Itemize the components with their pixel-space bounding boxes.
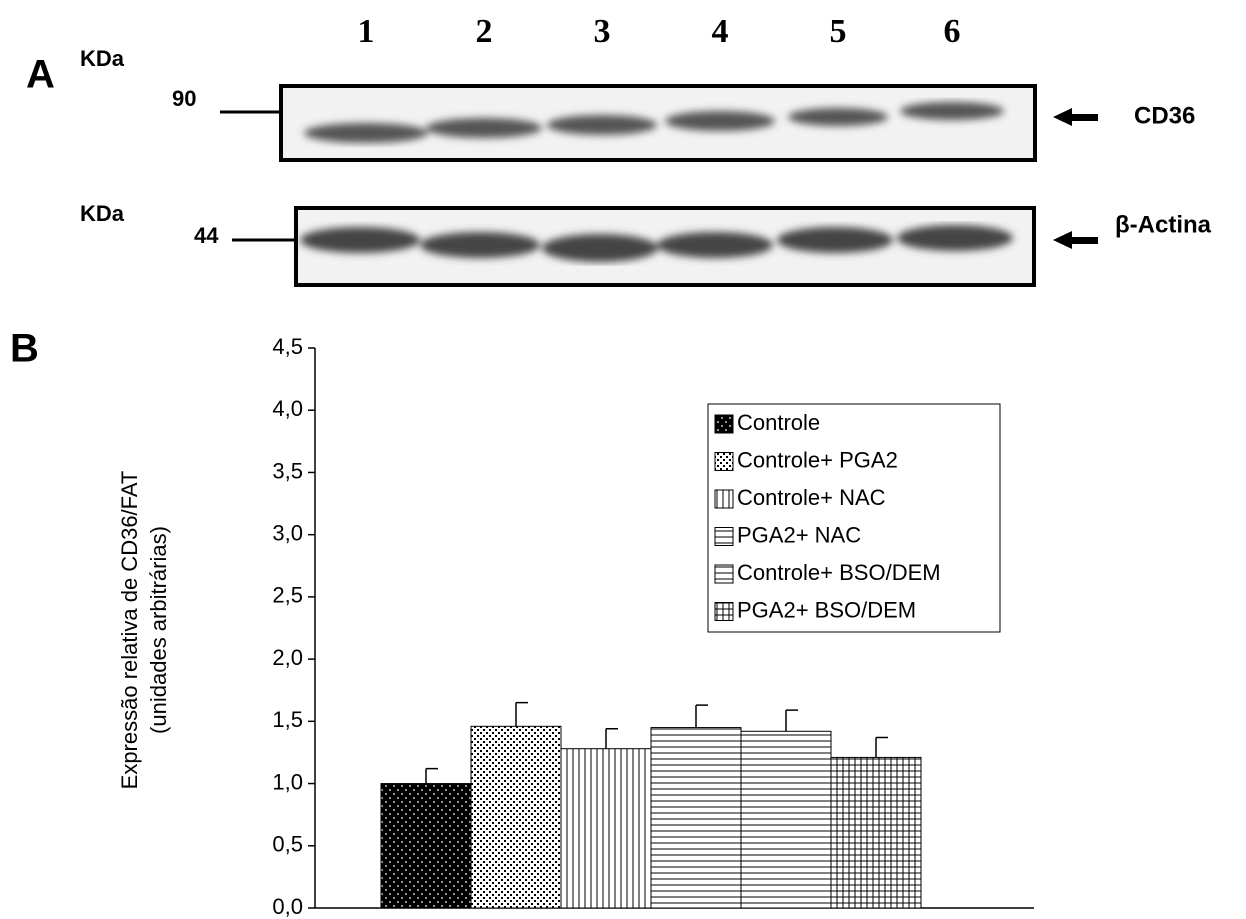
y-tick-label: 0,5 xyxy=(272,832,303,857)
blot xyxy=(279,84,1037,162)
y-tick-label: 1,5 xyxy=(272,707,303,732)
error-bar xyxy=(785,709,798,732)
bands xyxy=(300,225,1013,262)
arrow xyxy=(1053,231,1098,249)
lane-label: 5 xyxy=(830,13,847,50)
panel-a: A 1 2 3 4 5 6 KDa 90 CD36 KDa 44 β-Actin… xyxy=(26,13,1212,287)
error-bar xyxy=(425,767,438,784)
legend-label: Controle+ BSO/DEM xyxy=(737,560,941,585)
arrow xyxy=(1053,108,1098,126)
lane-label: 4 xyxy=(712,13,729,50)
legend-label: Controle+ PGA2 xyxy=(737,447,898,472)
marker-label: 44 xyxy=(194,223,219,248)
bar xyxy=(470,725,562,909)
legend-label: PGA2+ NAC xyxy=(737,522,861,547)
lane-label: 2 xyxy=(476,13,493,50)
legend-swatch xyxy=(714,414,734,434)
lane-label: 1 xyxy=(358,13,375,50)
y-tick-label: 2,0 xyxy=(272,645,303,670)
bar xyxy=(830,756,922,909)
legend-box xyxy=(707,403,1001,633)
legend-swatch xyxy=(714,564,734,584)
unit-label: KDa xyxy=(80,201,125,226)
error-bar xyxy=(515,701,528,727)
legend-swatch xyxy=(714,489,734,509)
y-axis-title: Expressão relativa de CD36/FAT xyxy=(117,471,142,790)
bar xyxy=(650,727,742,909)
bar xyxy=(740,730,832,909)
y-tick-label: 3,5 xyxy=(272,458,303,483)
y-tick-label: 1,0 xyxy=(272,769,303,794)
error-bar xyxy=(605,728,618,749)
lane-label: 6 xyxy=(944,13,961,50)
error-bar xyxy=(695,704,708,728)
panel-label: A xyxy=(26,53,55,97)
y-tick-label: 4,0 xyxy=(272,396,303,421)
bar xyxy=(380,783,472,909)
protein-label: CD36 xyxy=(1134,102,1195,129)
marker-label: 90 xyxy=(172,86,196,111)
panel-label: B xyxy=(10,327,39,371)
legend-label: Controle+ NAC xyxy=(737,485,886,510)
legend-swatch xyxy=(714,602,734,621)
legend-label: Controle xyxy=(737,410,820,435)
lane-label: 3 xyxy=(594,13,611,50)
legend-label: PGA2+ BSO/DEM xyxy=(737,597,916,622)
unit-label: KDa xyxy=(80,46,125,71)
y-tick-label: 0,0 xyxy=(272,894,303,919)
error-bar xyxy=(875,736,888,758)
chart: Expressão relativa de CD36/FAT (unidades… xyxy=(117,334,1034,919)
legend-swatch xyxy=(714,452,734,471)
legend-swatch xyxy=(714,527,734,546)
y-tick-label: 2,5 xyxy=(272,583,303,608)
y-axis-title: (unidades arbitrárias) xyxy=(146,526,171,734)
bar xyxy=(560,748,652,909)
y-tick-label: 4,5 xyxy=(272,334,303,359)
bands xyxy=(304,102,1004,143)
y-tick-label: 3,0 xyxy=(272,520,303,545)
protein-label: β-Actina xyxy=(1115,211,1212,238)
